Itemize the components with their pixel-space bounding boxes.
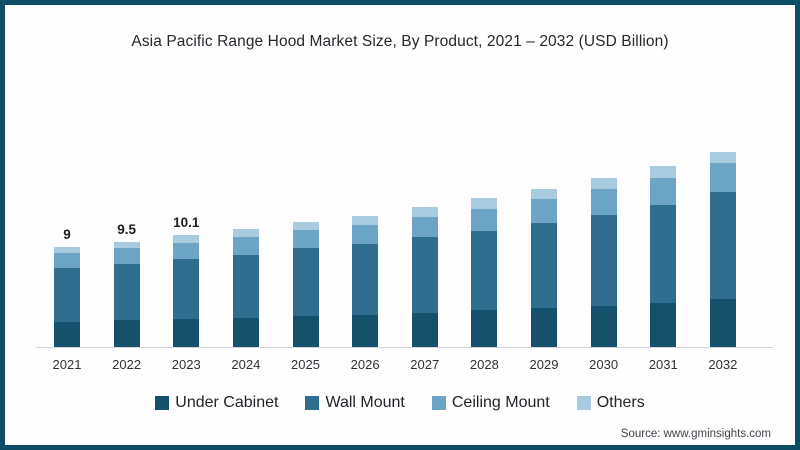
bar-segment-ceiling-mount <box>352 224 379 244</box>
bar-segment-wall-mount <box>650 204 677 303</box>
legend-swatch-icon <box>155 396 170 410</box>
x-axis-tick-label: 2021 <box>52 357 82 372</box>
x-axis-tick-label: 2031 <box>648 357 678 372</box>
bar-column: 2030 <box>589 178 618 372</box>
x-axis-tick-label: 2030 <box>589 357 619 372</box>
bar-segment-ceiling-mount <box>232 237 259 255</box>
legend-swatch-icon <box>305 396 320 410</box>
bar-segment-wall-mount <box>411 237 438 313</box>
x-axis-tick-label: 2022 <box>112 357 142 372</box>
bar-segment-others <box>650 166 677 179</box>
bar-column: 2031 <box>649 166 678 372</box>
bar-column: 2028 <box>470 198 499 372</box>
bar-segment-others <box>54 247 80 253</box>
bar-segment-others <box>352 216 379 225</box>
bar-segment-under-cabinet <box>590 305 617 347</box>
bar-segment-under-cabinet <box>709 299 736 347</box>
x-axis-line <box>36 347 773 348</box>
bar-segment-others <box>590 178 617 190</box>
legend-label: Ceiling Mount <box>451 394 550 411</box>
bar-column: 2032 <box>708 151 737 372</box>
legend-label: Wall Mount <box>325 394 405 411</box>
bar-segment-others <box>173 234 200 243</box>
bar-segment-others <box>411 207 438 218</box>
bar-segment-others <box>113 241 140 249</box>
bar-value-label: 9.5 <box>117 221 137 237</box>
x-axis-tick-label: 2029 <box>529 357 559 372</box>
legend-swatch-icon <box>576 396 591 410</box>
bar-segment-under-cabinet <box>352 314 379 347</box>
bar-segment-wall-mount <box>113 263 140 321</box>
bar-segment-ceiling-mount <box>54 252 80 269</box>
bar-segment-ceiling-mount <box>292 230 319 249</box>
bar-column: 9.5 2022 <box>112 222 141 372</box>
bar-column: 2029 <box>530 189 558 372</box>
bar-segment-ceiling-mount <box>113 248 140 264</box>
chart-title: Asia Pacific Range Hood Market Size, By … <box>131 33 669 50</box>
bar-segment-wall-mount <box>352 243 379 315</box>
bar-segment-others <box>471 198 498 210</box>
bar-segment-under-cabinet <box>54 321 80 347</box>
x-axis-tick-label: 2023 <box>171 357 201 372</box>
bar-column: 2027 <box>410 207 439 372</box>
bar-segment-wall-mount <box>173 259 200 320</box>
bar-segment-wall-mount <box>471 230 498 311</box>
bar-segment-ceiling-mount <box>650 178 677 205</box>
bar-segment-ceiling-mount <box>531 199 557 223</box>
x-axis-tick-label: 2027 <box>410 357 440 372</box>
bar-segment-others <box>709 151 736 163</box>
x-axis-tick-label: 2024 <box>231 357 261 372</box>
bar-column: 2024 <box>231 229 260 372</box>
legend-label: Others <box>596 394 645 411</box>
bar-segment-under-cabinet <box>232 318 259 347</box>
bar-column: 2025 <box>291 221 320 372</box>
legend-item-wall-mount: Wall Mount <box>305 394 405 412</box>
bar-columns: 9 2021 9.5 2022 10.1 2023 2024 2025 2026 2027 2028… <box>53 151 737 372</box>
bar-segment-under-cabinet <box>531 308 557 347</box>
legend-item-under-cabinet: Under Cabinet <box>155 394 278 412</box>
bar-segment-others <box>292 221 319 231</box>
legend-item-others: Others <box>576 394 645 412</box>
bar-segment-wall-mount <box>292 248 319 316</box>
bar-segment-others <box>232 229 259 238</box>
bar-segment-wall-mount <box>232 254 259 319</box>
x-axis-tick-label: 2032 <box>708 357 738 372</box>
bar-segment-ceiling-mount <box>471 209 498 231</box>
legend-item-ceiling-mount: Ceiling Mount <box>431 394 550 412</box>
bar-segment-under-cabinet <box>292 315 319 347</box>
bar-segment-wall-mount <box>590 214 617 306</box>
bar-segment-wall-mount <box>709 191 736 300</box>
bar-value-label: 9 <box>63 227 71 243</box>
bar-column: 2026 <box>351 216 380 372</box>
bar-segment-wall-mount <box>531 222 557 309</box>
bar-segment-ceiling-mount <box>173 242 200 260</box>
bar-segment-under-cabinet <box>411 312 438 347</box>
bar-column: 10.1 2023 <box>172 215 201 372</box>
bar-segment-under-cabinet <box>113 320 140 347</box>
source-note: Source: www.gminsights.com <box>620 428 771 440</box>
bar-segment-wall-mount <box>54 268 80 322</box>
x-axis-tick-label: 2025 <box>291 357 320 372</box>
bar-segment-others <box>531 189 557 200</box>
chart-legend: Under Cabinet Wall Mount Ceiling Mount Othe… <box>5 394 795 412</box>
bar-segment-under-cabinet <box>471 310 498 347</box>
legend-label: Under Cabinet <box>175 394 279 411</box>
bar-segment-under-cabinet <box>650 302 677 347</box>
bar-value-label: 10.1 <box>173 214 200 230</box>
bar-column: 9 2021 <box>53 227 82 372</box>
legend-swatch-icon <box>431 396 446 410</box>
bar-segment-ceiling-mount <box>590 189 617 215</box>
bar-segment-ceiling-mount <box>709 162 736 192</box>
bar-segment-under-cabinet <box>173 319 200 347</box>
x-axis-tick-label: 2026 <box>350 357 380 372</box>
x-axis-tick-label: 2028 <box>469 357 499 372</box>
bar-segment-ceiling-mount <box>411 217 438 238</box>
